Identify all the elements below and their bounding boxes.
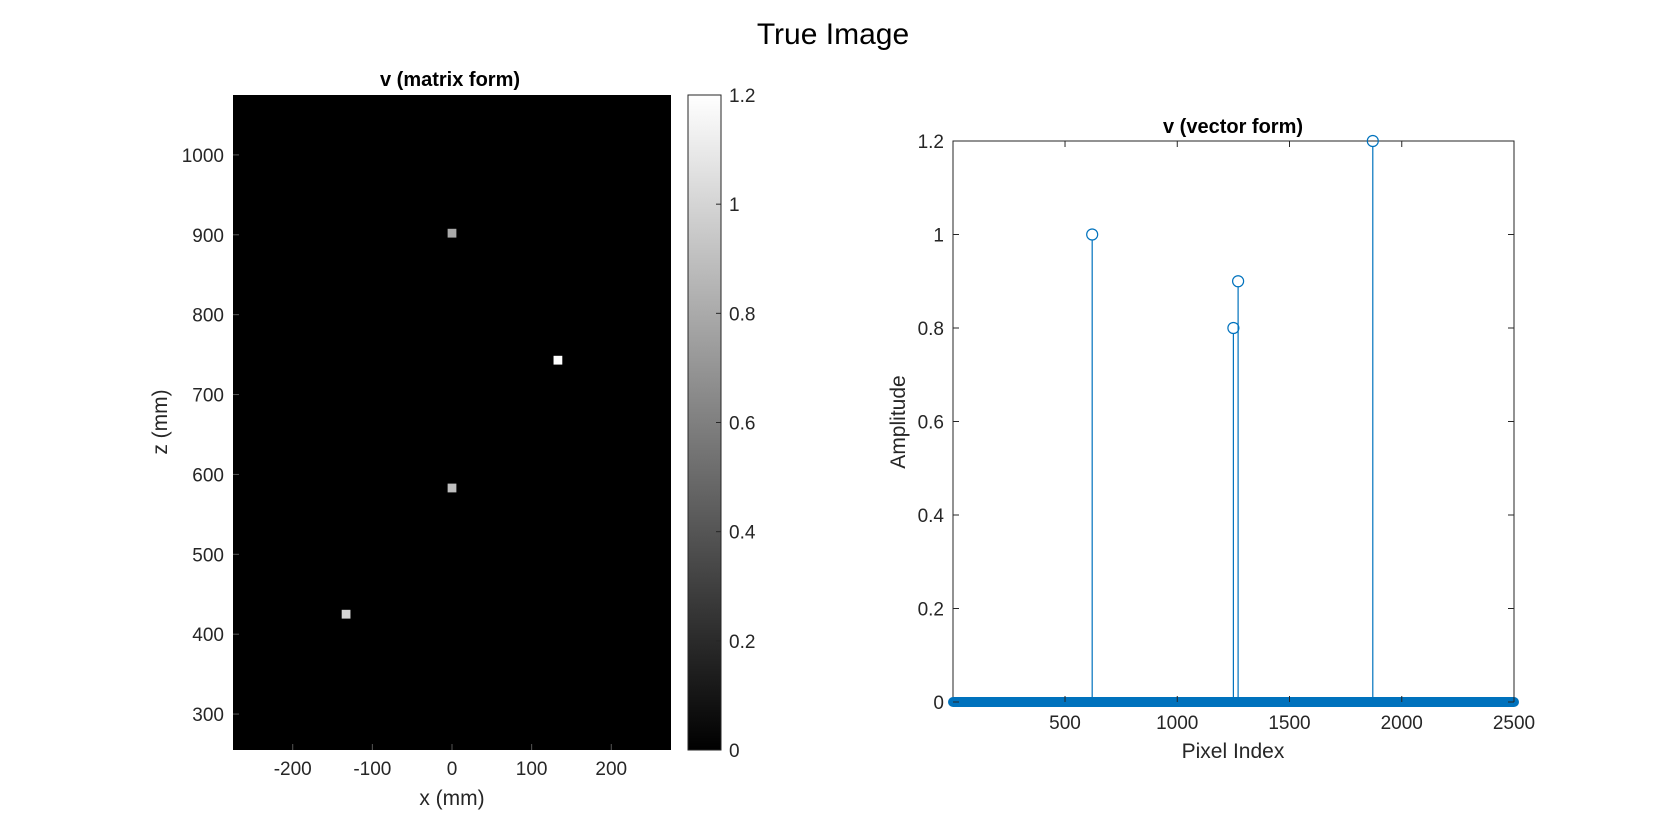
matrix-image	[233, 95, 671, 750]
vector-y-tick-label: 0.6	[918, 413, 944, 434]
figure-title: True Image	[757, 18, 909, 51]
matrix-x-ticks: -200 -100 0 100 200	[274, 744, 627, 780]
vector-panel: v (vector form) 500 1000 1500 2000 2500 0 0.2…	[887, 116, 1535, 763]
matrix-y-tick-label: 300	[192, 705, 224, 726]
vector-x-tick-label: 2500	[1493, 713, 1535, 734]
vector-y-label: Amplitude	[887, 375, 910, 468]
vector-y-tick-label: 0.4	[918, 506, 945, 527]
colorbar-tick-label: 0.2	[729, 632, 755, 653]
vector-y-ticks: 0 0.2 0.4 0.6 0.8 1 1.2	[918, 132, 1514, 714]
colorbar-ticks: 0 0.2 0.4 0.6 0.8 1 1.2	[716, 86, 756, 762]
vector-y-tick-label: 0.2	[918, 600, 944, 621]
vector-y-tick-label: 0	[933, 693, 944, 714]
vector-x-tick-label: 2000	[1381, 713, 1423, 734]
vector-x-tick-label: 1500	[1268, 713, 1310, 734]
matrix-y-tick-label: 1000	[182, 146, 224, 167]
colorbar: 0 0.2 0.4 0.6 0.8 1 1.2	[687, 86, 756, 762]
vector-x-tick-label: 500	[1049, 713, 1081, 734]
vector-y-tick-label: 0.8	[918, 319, 944, 340]
matrix-point-3	[341, 609, 351, 619]
matrix-title: v (matrix form)	[380, 69, 520, 91]
matrix-point-1	[553, 355, 563, 365]
colorbar-tick-label: 0	[729, 741, 740, 762]
vector-x-ticks: 500 1000 1500 2000 2500	[1049, 141, 1535, 734]
colorbar-tick-label: 0.8	[729, 304, 755, 325]
matrix-x-label: x (mm)	[419, 787, 484, 810]
matrix-panel: v (matrix form) -200 -100 0 100 200 300 400 50…	[149, 69, 671, 810]
colorbar-tick-label: 1	[729, 195, 740, 216]
matrix-y-label: z (mm)	[149, 389, 172, 454]
matrix-point-2	[447, 483, 457, 493]
colorbar-gradient	[687, 94, 722, 751]
vector-stem-marker-3	[1366, 134, 1379, 148]
matrix-y-tick-label: 400	[192, 625, 224, 646]
matrix-x-tick-label: 100	[516, 759, 548, 780]
colorbar-tick-label: 1.2	[729, 86, 755, 107]
matrix-y-tick-label: 700	[192, 386, 224, 407]
vector-x-label: Pixel Index	[1182, 740, 1285, 763]
vector-stem-marker-0	[1086, 228, 1099, 241]
matrix-y-tick-label: 500	[192, 545, 224, 566]
vector-stem-marker-1	[1227, 321, 1240, 335]
matrix-pixels	[341, 228, 563, 619]
matrix-point-0	[447, 228, 457, 238]
matrix-y-tick-label: 800	[192, 306, 224, 327]
vector-title: v (vector form)	[1163, 116, 1303, 138]
vector-y-tick-label: 1.2	[918, 132, 944, 153]
vector-stem-marker-2	[1232, 275, 1245, 288]
vector-stems	[1086, 134, 1379, 702]
colorbar-tick-label: 0.6	[729, 414, 755, 435]
matrix-y-tick-label: 900	[192, 226, 224, 247]
colorbar-tick-label: 0.4	[729, 523, 756, 544]
matrix-x-tick-label: 200	[595, 759, 627, 780]
matrix-y-tick-label: 600	[192, 465, 224, 486]
matrix-x-tick-label: -100	[353, 759, 391, 780]
vector-y-tick-label: 1	[933, 226, 944, 247]
vector-x-tick-label: 1000	[1156, 713, 1198, 734]
matrix-y-ticks: 300 400 500 600 700 800 900 1000	[182, 146, 239, 726]
matrix-x-tick-label: -200	[274, 759, 312, 780]
matrix-x-tick-label: 0	[447, 759, 458, 780]
